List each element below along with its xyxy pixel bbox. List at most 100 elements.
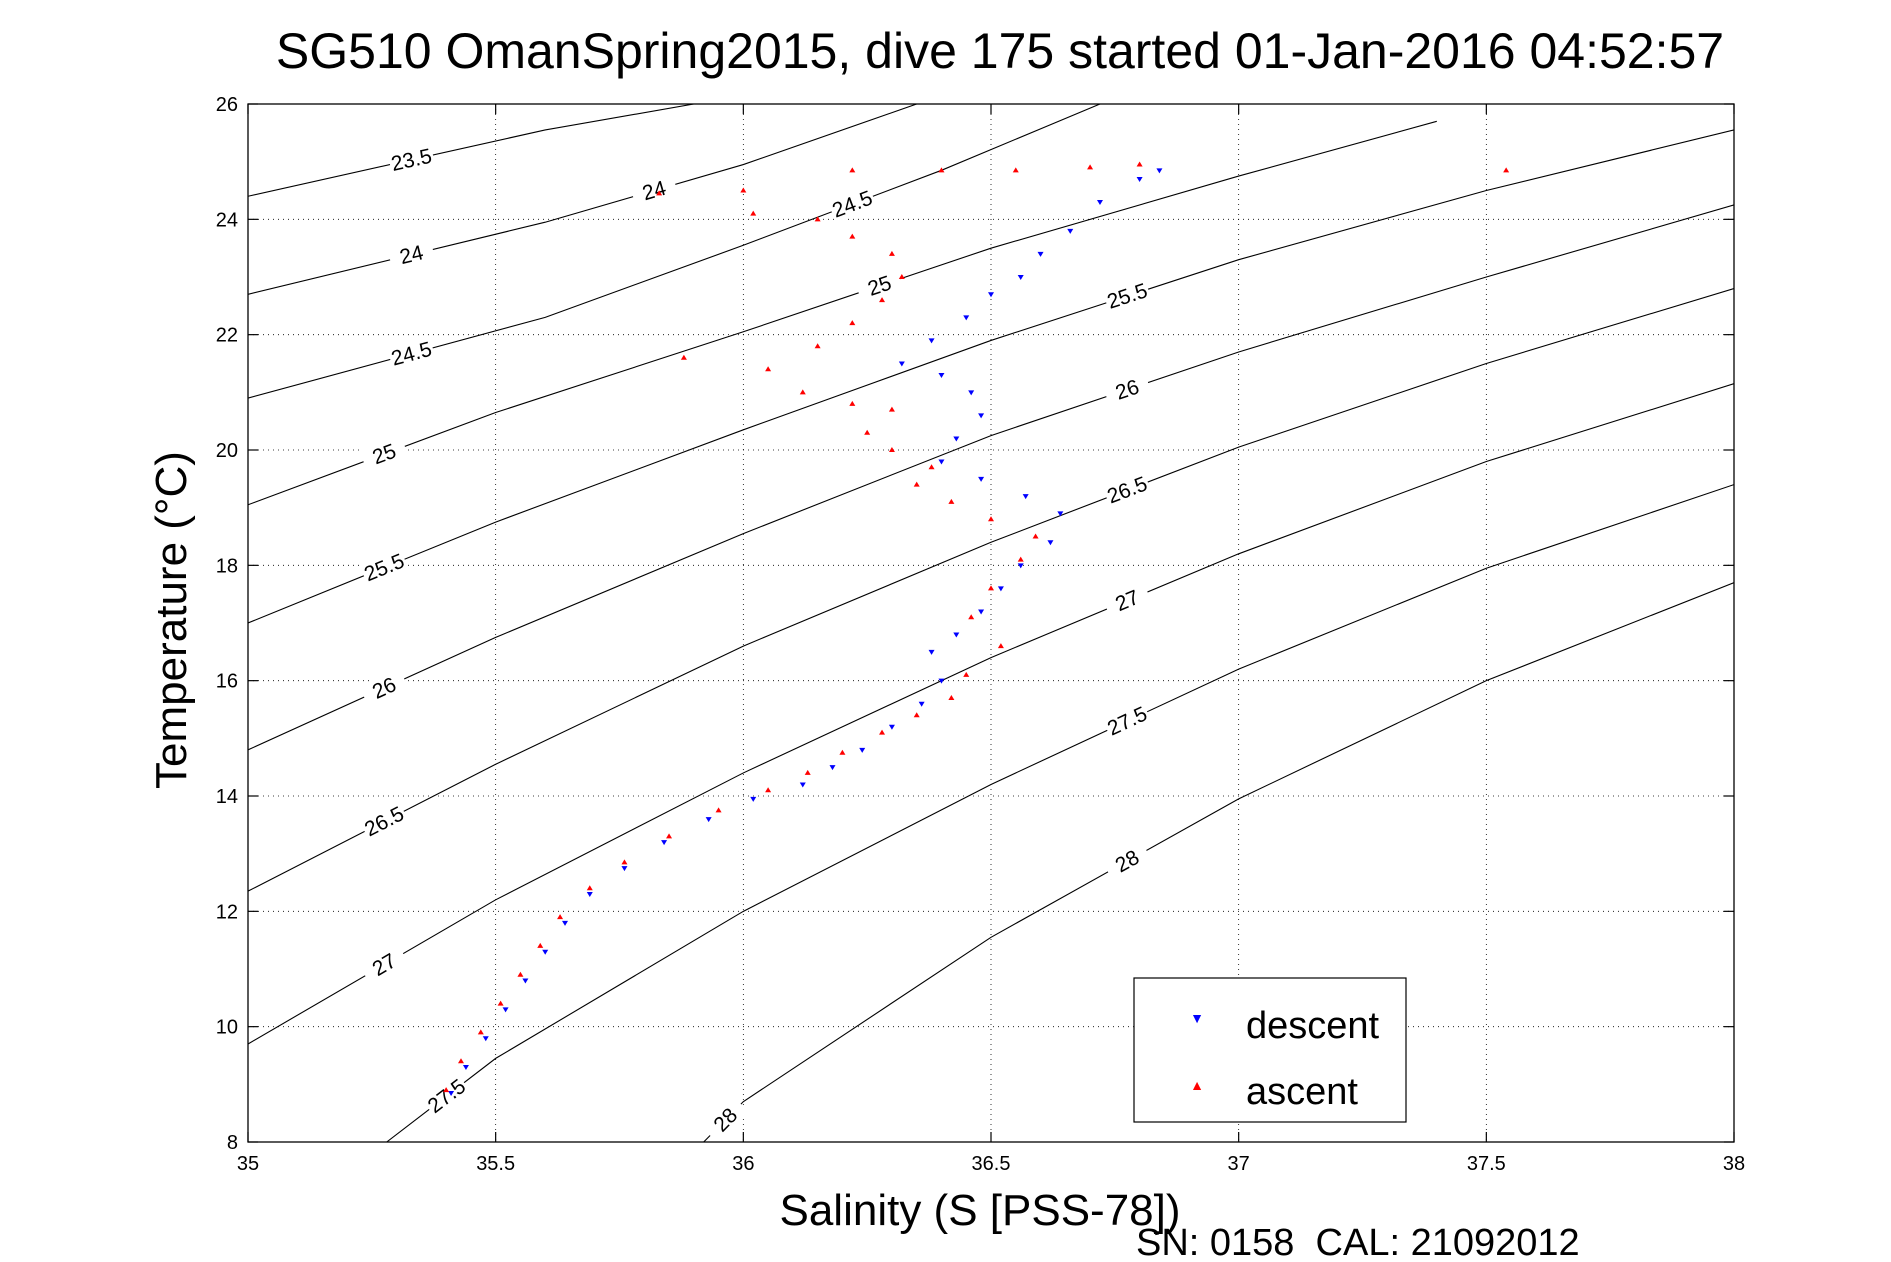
contour-label: 25.5 — [1104, 279, 1150, 314]
ascent-point — [1017, 556, 1024, 562]
x-tick-label: 36.5 — [972, 1153, 1011, 1175]
descent-point — [1047, 540, 1054, 546]
ascent-point — [849, 400, 856, 406]
ascent-point — [586, 885, 593, 891]
contour-label-bg — [359, 548, 410, 587]
descent-point — [502, 1007, 509, 1013]
contour-label-bg — [1102, 470, 1153, 510]
y-tick-label: 22 — [216, 325, 238, 347]
legend-marker-descent: ▼ — [1190, 1010, 1204, 1026]
contour-label-bg — [827, 185, 878, 224]
contour-label-bg — [359, 435, 410, 473]
descent-point — [621, 866, 628, 872]
data-points — [443, 161, 1510, 1096]
ascent-point — [968, 614, 975, 620]
ascent-point — [948, 498, 955, 504]
ascent-point — [517, 971, 524, 977]
contour-label-bg — [1102, 580, 1153, 621]
x-tick-label: 38 — [1723, 1153, 1745, 1175]
descent-point — [928, 338, 935, 344]
descent-point — [1017, 275, 1024, 280]
legend-marker-ascent: ▲ — [1190, 1077, 1204, 1093]
descent-point — [953, 436, 960, 442]
contour-label: 24.5 — [389, 338, 434, 371]
footer-serial: SN: 0158 CAL: 21092012 — [1136, 1222, 1580, 1262]
contour-label-bg — [1102, 277, 1152, 315]
x-axis-label: Salinity (S [PSS-78]) — [779, 1186, 1180, 1235]
ascent-point — [1012, 167, 1019, 173]
ascent-point — [864, 429, 871, 435]
descent-point — [1037, 251, 1044, 257]
descent-point — [750, 796, 757, 802]
chart-title: SG510 OmanSpring2015, dive 175 started 0… — [276, 23, 1724, 79]
ascent-point — [656, 190, 663, 196]
ascent-point — [1136, 161, 1143, 167]
descent-point — [963, 315, 970, 321]
grid — [247, 103, 1735, 1143]
contour-label: 23.5 — [389, 145, 434, 176]
isopycnal-line — [248, 104, 1101, 399]
legend-box — [1133, 977, 1407, 1123]
y-tick-label: 20 — [216, 440, 238, 462]
ascent-point — [849, 320, 856, 326]
descent-point — [482, 1036, 489, 1042]
descent-point — [1136, 176, 1143, 182]
ascent-point — [997, 643, 1004, 649]
ascent-point — [765, 787, 772, 793]
contour-label-bg — [854, 267, 905, 305]
ascent-point — [715, 807, 722, 813]
descent-point — [586, 892, 593, 898]
legend: ▼ descent ▲ ascent — [1133, 977, 1407, 1123]
descent-point — [997, 586, 1004, 592]
legend-label-ascent: ascent — [1246, 1071, 1358, 1113]
descent-point — [928, 649, 935, 655]
descent-point — [522, 978, 529, 984]
descent-point — [953, 632, 960, 638]
isopycnal-line — [248, 288, 1734, 892]
ascent-point — [988, 585, 994, 591]
contour-label: 24 — [398, 241, 426, 269]
contour-label-bg — [1102, 839, 1153, 883]
y-tick-label: 14 — [216, 786, 238, 808]
contour-label-bg — [387, 237, 436, 272]
ascent-point — [557, 914, 564, 920]
ascent-point — [879, 297, 886, 303]
ascent-point — [888, 406, 895, 412]
ascent-point — [680, 354, 687, 360]
ascent-point — [765, 366, 772, 372]
descent-point — [1022, 494, 1029, 500]
isopycnal-line — [248, 204, 1734, 751]
ascent-point — [799, 389, 806, 395]
descent-point — [898, 361, 905, 367]
descent-point — [938, 373, 945, 379]
descent-point — [938, 459, 945, 465]
ascent-point — [879, 729, 886, 735]
contour-label-bg — [1102, 700, 1153, 742]
descent-point — [1057, 511, 1064, 517]
ascent-point — [988, 516, 994, 522]
contour-label-bg — [421, 1073, 472, 1119]
descent-point — [1096, 200, 1103, 206]
descent-point — [829, 765, 836, 771]
descent-point — [542, 949, 549, 955]
x-tick-label: 37.5 — [1467, 1153, 1506, 1175]
ascent-point — [913, 481, 920, 487]
isopycnal-line — [248, 120, 1437, 506]
contour-label-bg — [387, 336, 436, 372]
ascent-point — [938, 167, 945, 173]
contour-label-bg — [359, 667, 410, 709]
ascent-point — [814, 343, 821, 349]
ascent-point — [888, 447, 895, 452]
descent-point — [562, 920, 569, 926]
descent-point — [978, 413, 985, 419]
descent-point — [938, 678, 945, 684]
ascent-point — [477, 1029, 484, 1035]
ascent-point — [963, 671, 970, 677]
contour-label-bg — [629, 172, 679, 209]
y-tick-label: 18 — [216, 555, 238, 577]
ascent-point — [948, 694, 955, 700]
ascent-point — [898, 274, 905, 279]
ascent-point — [849, 167, 856, 173]
contour-label-bg — [359, 943, 410, 987]
ascent-point — [928, 464, 935, 470]
